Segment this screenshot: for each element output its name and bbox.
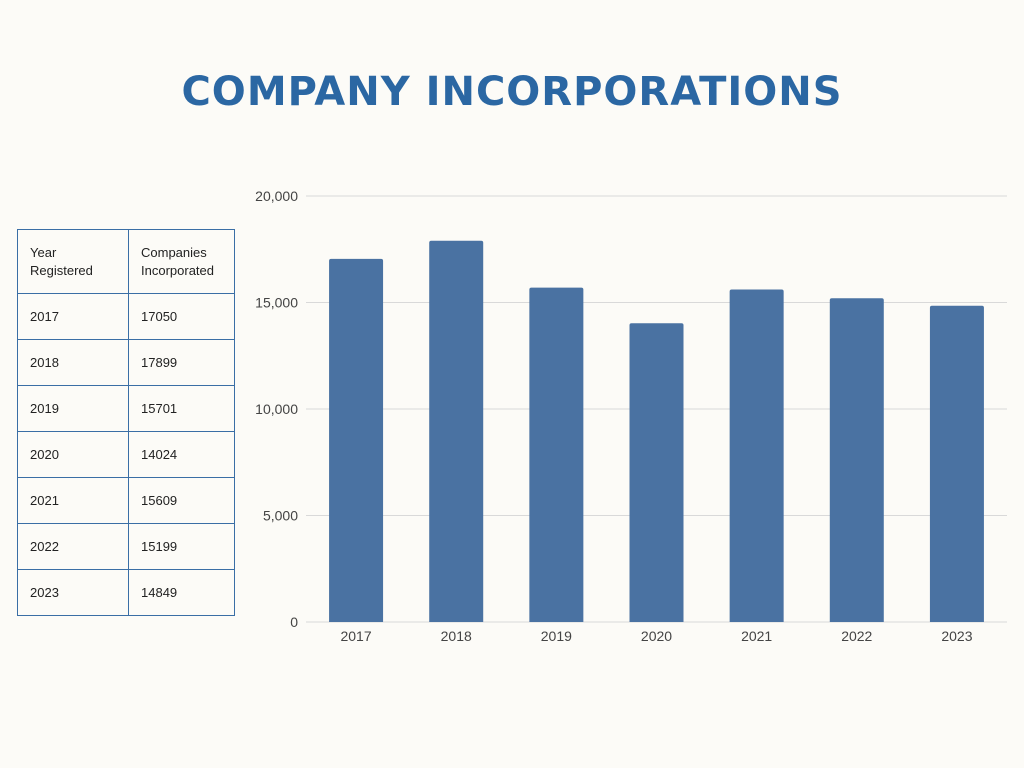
table-row: 2023 14849 <box>17 569 235 616</box>
bar-2019 <box>529 287 584 622</box>
bar-2023 <box>929 305 984 622</box>
bar-2022 <box>829 298 884 622</box>
table-cell-count: 14024 <box>128 431 235 478</box>
table-cell-year: 2023 <box>17 569 129 616</box>
x-tick-label: 2020 <box>641 628 672 644</box>
table-cell-count: 17899 <box>128 339 235 386</box>
table-cell-year: 2017 <box>17 293 129 340</box>
table-header-year: Year Registered <box>17 229 129 294</box>
table-cell-count: 15609 <box>128 477 235 524</box>
y-tick-label: 10,000 <box>255 401 298 417</box>
table-cell-count: 17050 <box>128 293 235 340</box>
table-row: 2019 15701 <box>17 385 235 432</box>
bar-chart: 0 5,000 10,000 15,000 20,000 2017 2018 2019 2020… <box>255 188 1007 644</box>
x-tick-label: 2021 <box>741 628 772 644</box>
bar-2021 <box>729 289 784 622</box>
y-tick-label: 0 <box>290 614 298 630</box>
table-row: 2017 17050 <box>17 293 235 340</box>
x-tick-label: 2022 <box>841 628 872 644</box>
y-tick-label: 15,000 <box>255 295 298 311</box>
table-cell-count: 14849 <box>128 569 235 616</box>
x-tick-label: 2017 <box>340 628 371 644</box>
table-cell-year: 2022 <box>17 523 129 570</box>
bar-2018 <box>429 240 484 623</box>
x-tick-label: 2018 <box>441 628 472 644</box>
y-tick-label: 20,000 <box>255 188 298 204</box>
table-cell-year: 2020 <box>17 431 129 478</box>
table-header-row: Year Registered Companies Incorporated <box>17 229 235 294</box>
bar-2020 <box>629 323 684 622</box>
table-cell-year: 2021 <box>17 477 129 524</box>
bar-2017 <box>329 258 384 622</box>
table-cell-count: 15701 <box>128 385 235 432</box>
table-row: 2018 17899 <box>17 339 235 386</box>
table-header-companies: Companies Incorporated <box>128 229 235 294</box>
x-tick-label: 2019 <box>541 628 572 644</box>
table-cell-count: 15199 <box>128 523 235 570</box>
x-tick-label: 2023 <box>941 628 972 644</box>
y-tick-label: 5,000 <box>263 508 298 524</box>
table-cell-year: 2019 <box>17 385 129 432</box>
table-row: 2022 15199 <box>17 523 235 570</box>
table-row: 2021 15609 <box>17 477 235 524</box>
table-row: 2020 14024 <box>17 431 235 478</box>
data-table: Year Registered Companies Incorporated 2… <box>17 229 235 616</box>
page-title: COMPANY INCORPORATIONS <box>181 69 843 115</box>
table-cell-year: 2018 <box>17 339 129 386</box>
